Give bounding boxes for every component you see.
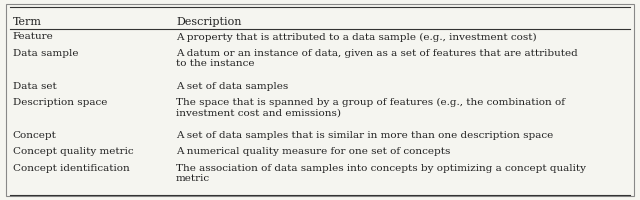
Text: Data sample: Data sample [13, 49, 78, 58]
Text: Concept quality metric: Concept quality metric [13, 147, 133, 156]
Text: A set of data samples: A set of data samples [176, 82, 288, 91]
Text: Term: Term [13, 17, 42, 27]
Text: Concept: Concept [13, 131, 57, 140]
Text: A numerical quality measure for one set of concepts: A numerical quality measure for one set … [176, 147, 451, 156]
Text: Description space: Description space [13, 98, 107, 107]
Text: Data set: Data set [13, 82, 56, 91]
Text: Concept identification: Concept identification [13, 164, 129, 173]
Text: A set of data samples that is similar in more than one description space: A set of data samples that is similar in… [176, 131, 553, 140]
Text: The association of data samples into concepts by optimizing a concept quality
me: The association of data samples into con… [176, 164, 586, 183]
Text: A datum or an instance of data, given as a set of features that are attributed
t: A datum or an instance of data, given as… [176, 49, 578, 68]
Text: Description: Description [176, 17, 241, 27]
Text: The space that is spanned by a group of features (e.g., the combination of
inves: The space that is spanned by a group of … [176, 98, 565, 118]
Text: Feature: Feature [13, 32, 54, 41]
Text: A property that is attributed to a data sample (e.g., investment cost): A property that is attributed to a data … [176, 32, 536, 42]
